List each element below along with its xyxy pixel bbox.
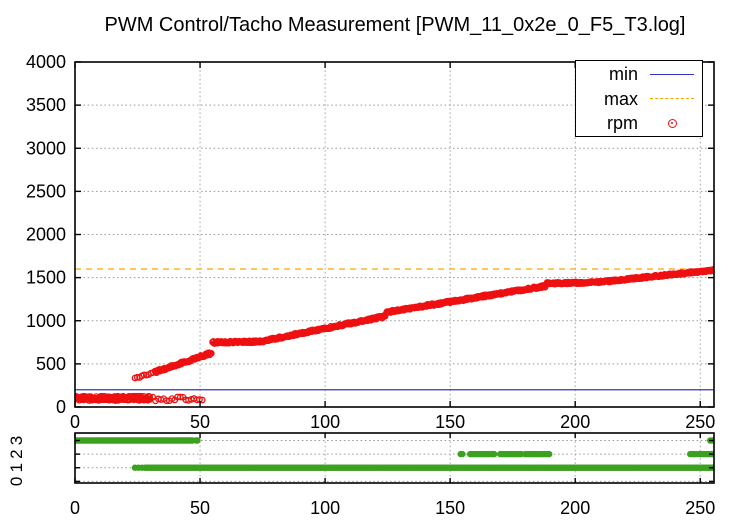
svg-text:200: 200: [560, 412, 590, 432]
main-plot-series: [75, 266, 714, 405]
svg-text:2: 2: [7, 449, 26, 458]
svg-text:200: 200: [560, 498, 590, 518]
svg-text:3000: 3000: [26, 138, 66, 158]
svg-text:250: 250: [685, 412, 715, 432]
legend-label-min: min: [608, 64, 638, 84]
svg-text:100: 100: [310, 412, 340, 432]
min-line-sample: [648, 73, 702, 75]
svg-text:500: 500: [36, 354, 66, 374]
svg-text:0: 0: [56, 397, 66, 417]
max-line-sample: [648, 98, 702, 99]
sub-plot-tick-labels: 0 1 2 3 0 50 100 150 200 250: [7, 436, 715, 518]
open-circle-icon: [667, 118, 677, 128]
svg-text:2000: 2000: [26, 225, 66, 245]
svg-text:3500: 3500: [26, 95, 66, 115]
svg-text:3: 3: [7, 436, 26, 445]
sub-plot-frame: [74, 432, 715, 484]
svg-text:0: 0: [7, 477, 26, 486]
rpm-marker-sample: [648, 118, 702, 128]
svg-text:150: 150: [435, 498, 465, 518]
dashed-line-icon: [650, 98, 694, 99]
legend-label-max: max: [603, 88, 638, 109]
svg-text:250: 250: [685, 498, 715, 518]
chart-title: PWM Control/Tacho Measurement [PWM_11_0x…: [104, 14, 686, 36]
duty-series: [75, 437, 714, 471]
svg-text:1500: 1500: [26, 268, 66, 288]
solid-line-icon: [650, 73, 694, 75]
svg-text:1000: 1000: [26, 311, 66, 331]
svg-text:2500: 2500: [26, 181, 66, 201]
svg-text:150: 150: [435, 412, 465, 432]
svg-text:1: 1: [7, 463, 26, 472]
legend: min max rpm: [575, 60, 703, 137]
legend-entry-min: min: [576, 63, 702, 86]
legend-label-rpm: rpm: [607, 113, 638, 133]
svg-text:4000: 4000: [26, 52, 66, 72]
legend-entry-rpm: rpm: [576, 112, 702, 135]
main-plot-tick-labels: 0 500 1000 1500 2000 2500 3000 3500 4000 0 50 100 15…: [26, 52, 715, 432]
svg-text:50: 50: [190, 412, 210, 432]
svg-text:0: 0: [70, 498, 80, 518]
svg-text:100: 100: [310, 498, 340, 518]
rpm-series: [75, 266, 714, 405]
svg-text:50: 50: [190, 498, 210, 518]
legend-entry-max: max: [576, 87, 702, 110]
svg-text:0: 0: [70, 412, 80, 432]
